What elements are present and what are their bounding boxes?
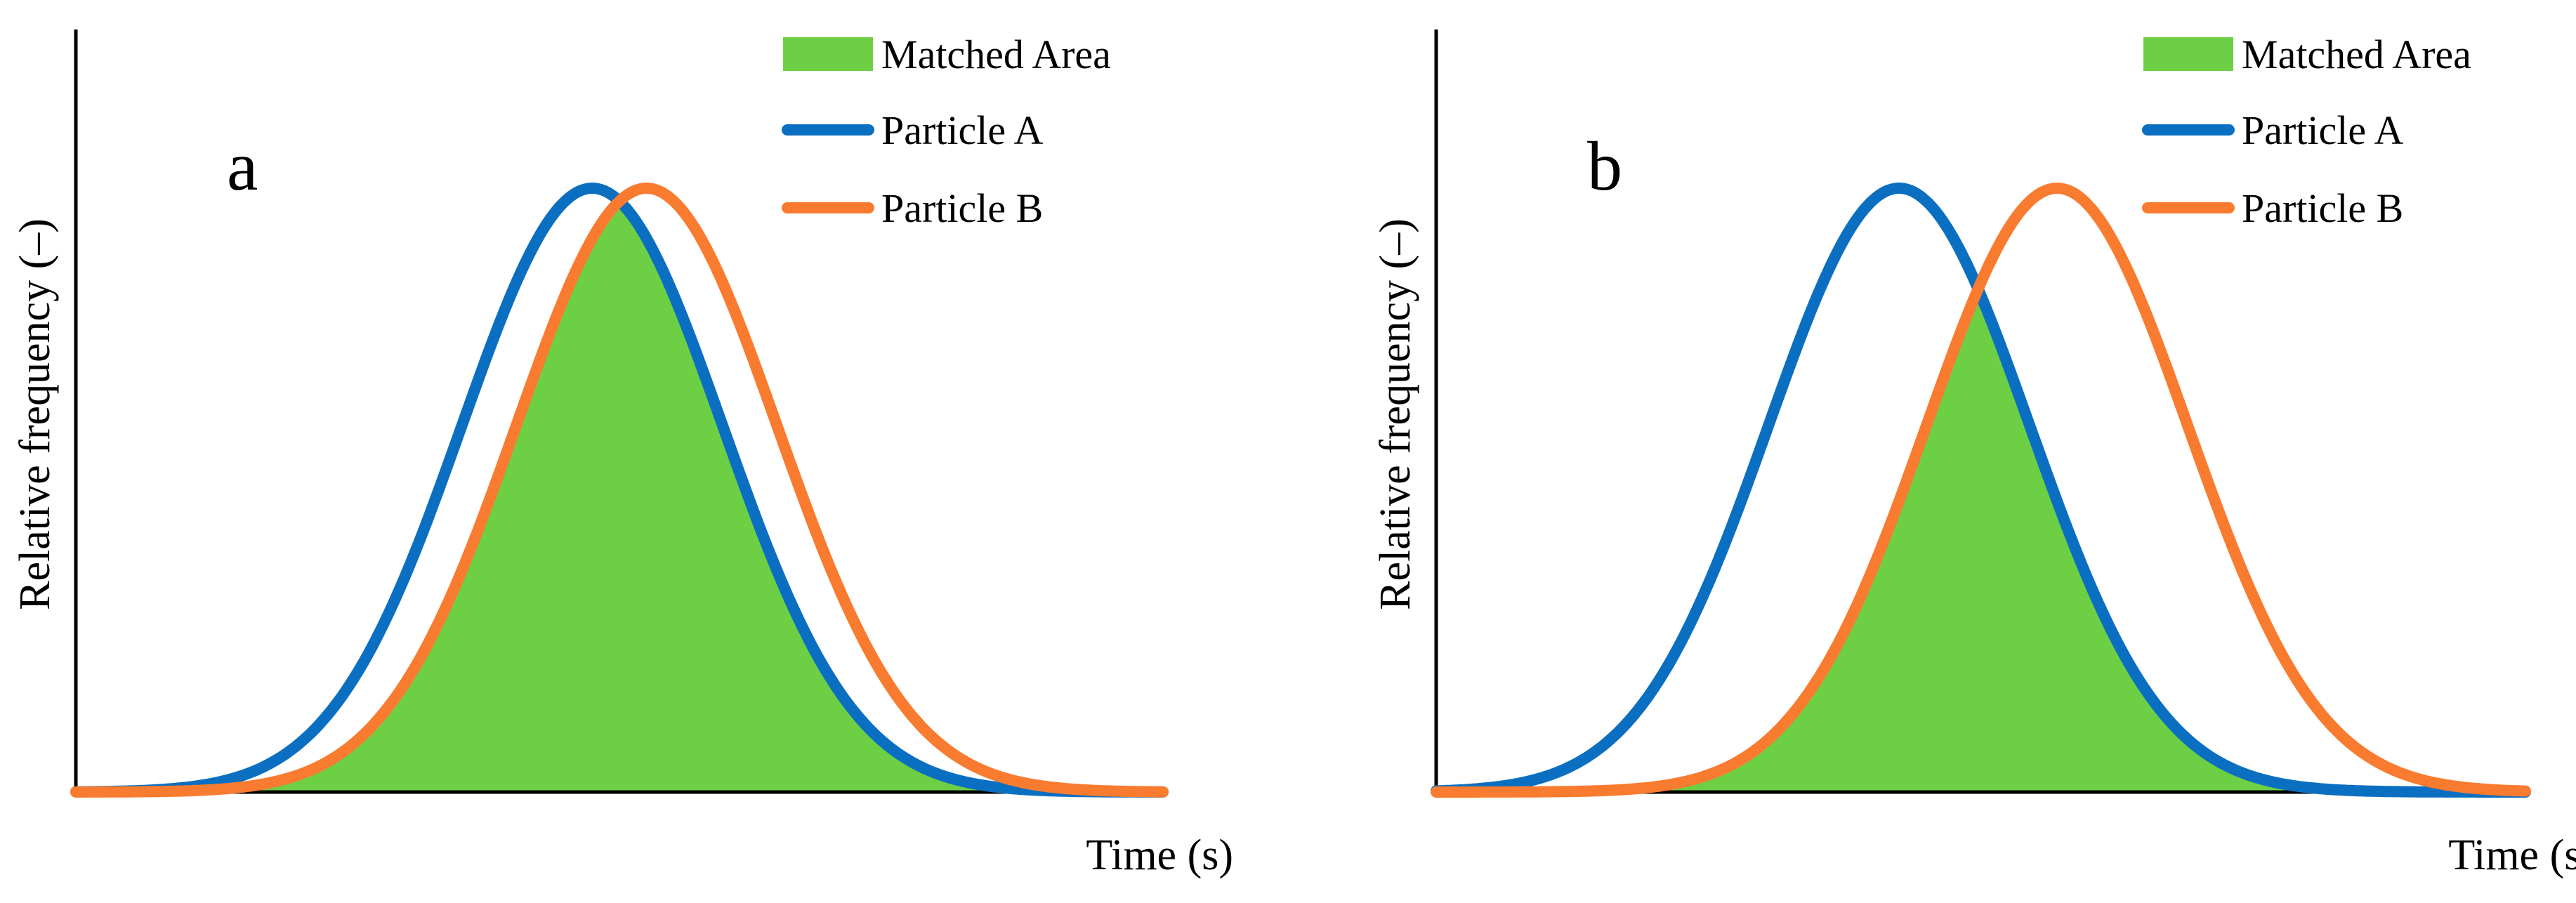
legend-label-matched-area: Matched Area	[2242, 32, 2471, 77]
y-axis-label: Relative frequency (–)	[11, 218, 59, 610]
legend-label-particle-b: Particle B	[2242, 185, 2403, 231]
panel-label: b	[1587, 127, 1622, 205]
matched-area	[76, 201, 1163, 792]
chart-panel-a: a Time (s) Relative frequency (–) Matche…	[11, 29, 1233, 879]
chart-panel-b: b Time (s) Relative frequency (–) Matche…	[1372, 29, 2576, 879]
legend-label-particle-a: Particle A	[2242, 107, 2403, 153]
particle-b-curve	[1431, 183, 2531, 798]
legend-label-matched-area: Matched Area	[881, 32, 1111, 77]
x-axis-label: Time (s)	[1086, 831, 1233, 879]
legend: Matched Area Particle A Particle B	[782, 32, 1111, 231]
x-axis-label: Time (s)	[2448, 831, 2576, 879]
legend-swatch-matched-area	[2143, 37, 2233, 71]
y-axis-label: Relative frequency (–)	[1372, 218, 1419, 610]
legend-label-particle-a: Particle A	[881, 107, 1043, 153]
legend-swatch-matched-area	[783, 37, 873, 71]
panel-label: a	[227, 127, 258, 205]
particle-b-curve	[70, 183, 1169, 798]
matched-area	[1436, 290, 2525, 792]
legend-label-particle-b: Particle B	[881, 185, 1043, 231]
legend: Matched Area Particle A Particle B	[2142, 32, 2471, 231]
